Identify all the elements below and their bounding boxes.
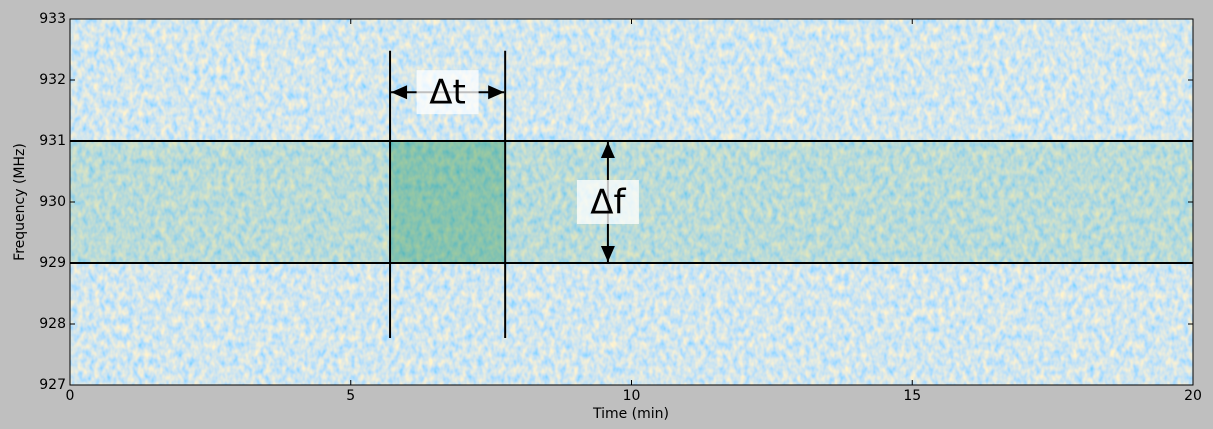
x-tick-label: 15 bbox=[903, 388, 921, 404]
y-tick-label: 930 bbox=[39, 194, 66, 210]
annotation: Δf bbox=[590, 183, 626, 223]
chart: Time (min) Frequency (MHz) 0 5 10 15 20 927 92… bbox=[0, 0, 1213, 425]
y-tick-label: 931 bbox=[39, 133, 66, 149]
y-tick-label: 933 bbox=[39, 11, 66, 27]
x-tick-label: 20 bbox=[1184, 388, 1202, 404]
y-axis-label: Frequency (MHz) bbox=[12, 143, 28, 261]
x-tick-label: 0 bbox=[66, 388, 75, 404]
annotation: Δt bbox=[429, 73, 466, 113]
y-tick-label: 927 bbox=[39, 377, 66, 393]
signal-region bbox=[390, 141, 505, 263]
y-tick-label: 929 bbox=[39, 255, 66, 271]
y-tick-label: 932 bbox=[39, 72, 66, 88]
x-tick-label: 5 bbox=[346, 388, 355, 404]
x-axis-label: Time (min) bbox=[592, 406, 669, 422]
y-tick-label: 928 bbox=[39, 316, 66, 332]
x-tick-label: 10 bbox=[623, 388, 641, 404]
